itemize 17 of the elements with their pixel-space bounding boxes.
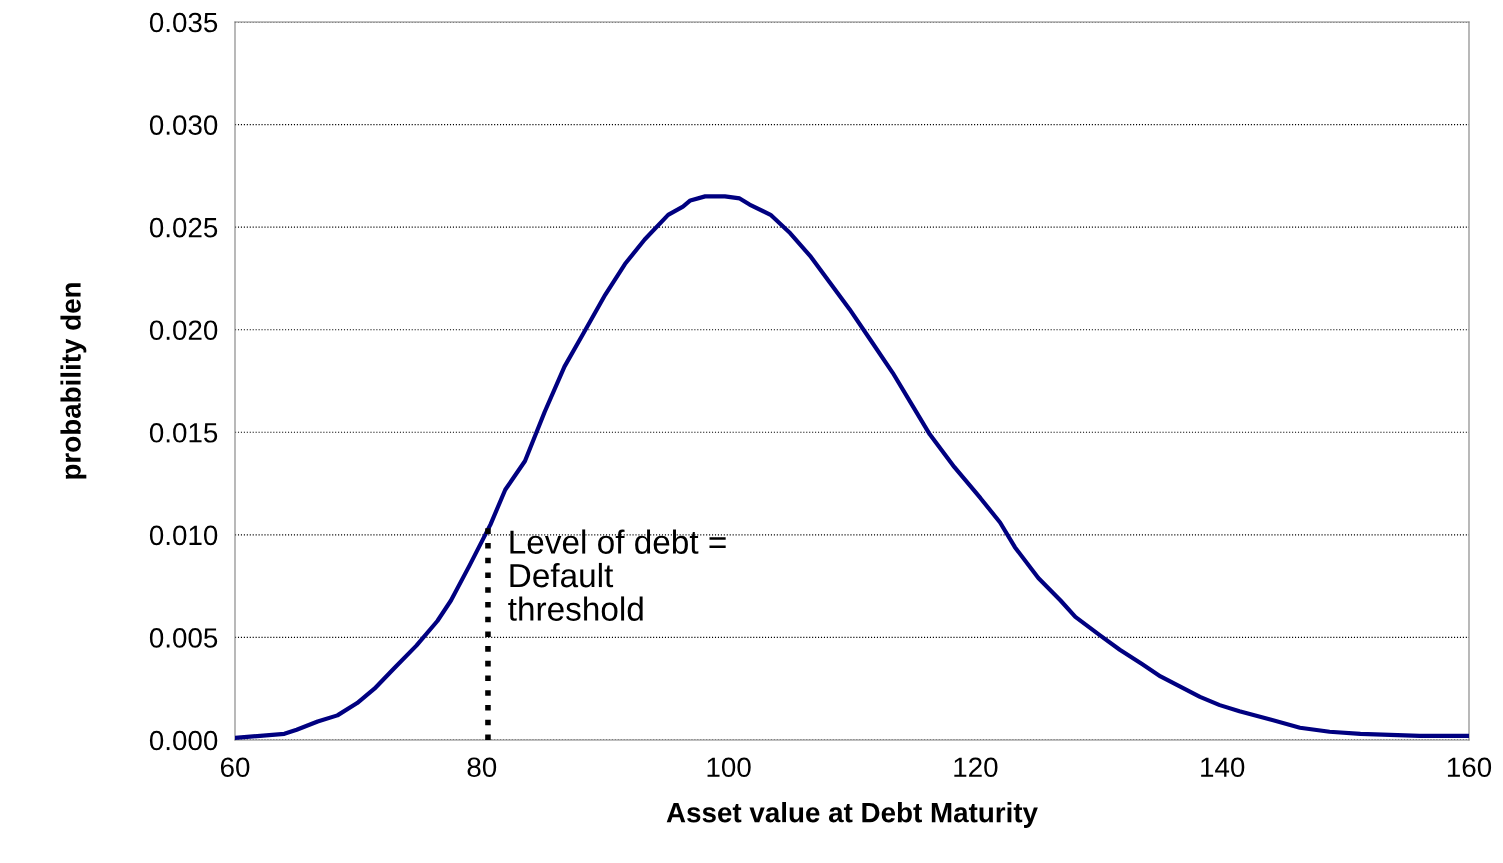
y-tick-label: 0.020 (149, 320, 218, 341)
x-tick-label: 160 (1447, 757, 1492, 778)
y-tick-label: 0.035 (149, 12, 218, 33)
y-tick-label: 0.010 (149, 525, 218, 546)
y-tick-label: 0.030 (149, 115, 218, 135)
y-tick-label: 0.015 (149, 422, 218, 443)
y-tick-label: 0.005 (149, 628, 218, 648)
x-tick-label: 140 (1201, 757, 1245, 778)
y-tick-label: 0.025 (149, 217, 218, 238)
x-tick-label: 60 (220, 757, 250, 778)
x-tick-label: 100 (707, 757, 751, 778)
x-tick-label: 120 (954, 757, 998, 778)
y-axis-title: probability den (60, 283, 87, 479)
y-tick-label: 0.000 (149, 730, 218, 751)
annotation: Level of debt = Default threshold (508, 529, 726, 621)
x-tick-label: 80 (467, 757, 497, 778)
x-axis-title: Asset value at Debt Maturity (666, 802, 1038, 828)
